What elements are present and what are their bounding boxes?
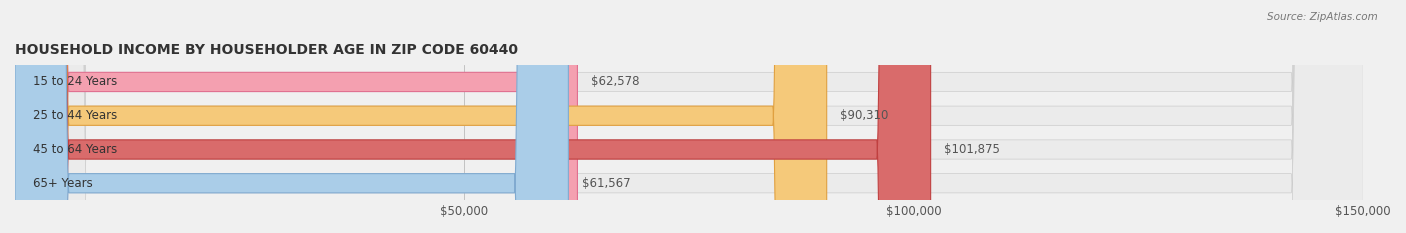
FancyBboxPatch shape: [15, 0, 568, 233]
Text: $61,567: $61,567: [582, 177, 630, 190]
Text: 65+ Years: 65+ Years: [32, 177, 93, 190]
FancyBboxPatch shape: [15, 0, 1364, 233]
FancyBboxPatch shape: [15, 0, 1364, 233]
FancyBboxPatch shape: [15, 0, 1364, 233]
Text: 25 to 44 Years: 25 to 44 Years: [32, 109, 117, 122]
FancyBboxPatch shape: [15, 0, 1364, 233]
FancyBboxPatch shape: [15, 0, 827, 233]
Text: Source: ZipAtlas.com: Source: ZipAtlas.com: [1267, 12, 1378, 22]
Text: $101,875: $101,875: [943, 143, 1000, 156]
FancyBboxPatch shape: [15, 0, 578, 233]
Text: 15 to 24 Years: 15 to 24 Years: [32, 75, 117, 89]
Text: $62,578: $62,578: [591, 75, 640, 89]
Text: 45 to 64 Years: 45 to 64 Years: [32, 143, 117, 156]
Text: HOUSEHOLD INCOME BY HOUSEHOLDER AGE IN ZIP CODE 60440: HOUSEHOLD INCOME BY HOUSEHOLDER AGE IN Z…: [15, 43, 517, 57]
FancyBboxPatch shape: [15, 0, 931, 233]
Text: $90,310: $90,310: [841, 109, 889, 122]
